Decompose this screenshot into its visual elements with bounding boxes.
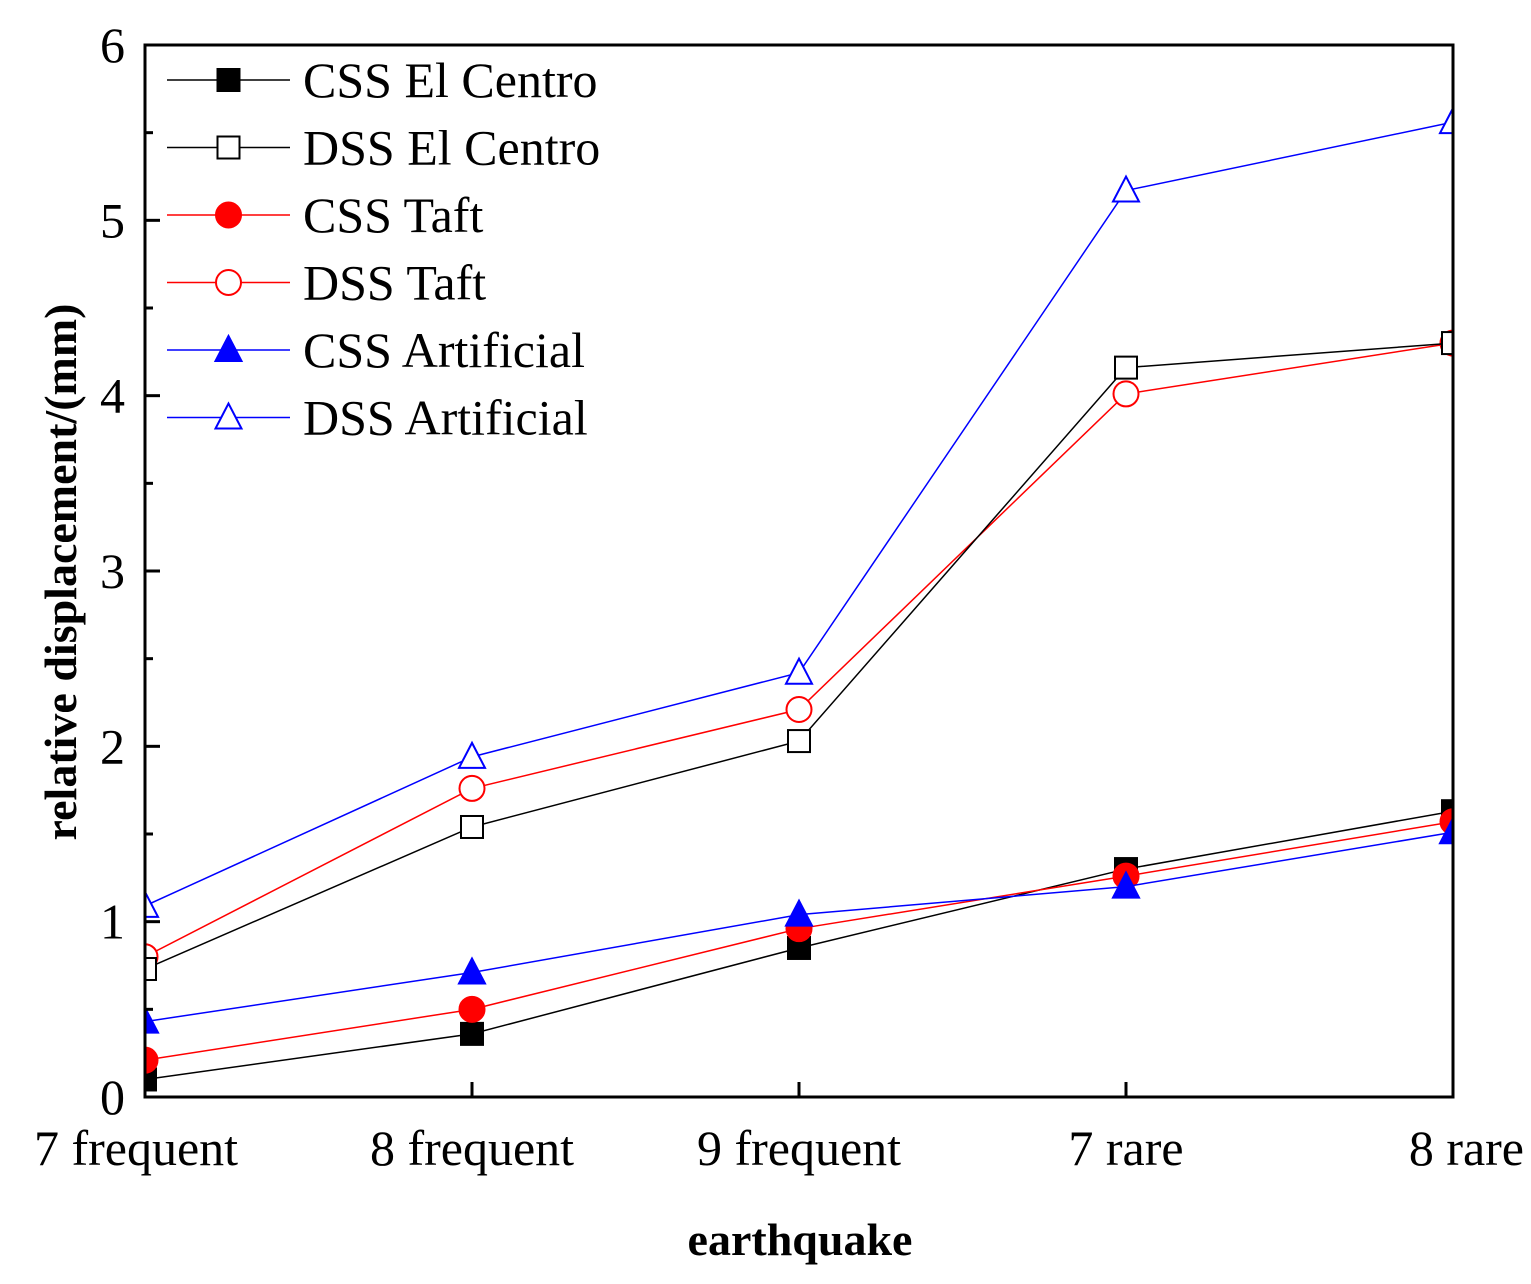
legend-label: DSS Taft xyxy=(303,255,486,311)
data-point-css-el-centro-2 xyxy=(460,1021,484,1046)
data-point-dss-el-centro-2 xyxy=(460,814,484,839)
x-tick-label: 7 rare xyxy=(1068,1120,1183,1176)
data-point-dss-artificial-3 xyxy=(784,656,814,685)
y-tick-label: 4 xyxy=(100,368,125,424)
data-point-dss-taft-3 xyxy=(785,696,813,724)
legend-marker xyxy=(216,68,241,92)
y-tick-label: 0 xyxy=(100,1069,125,1125)
data-point-dss-artificial-4 xyxy=(1111,174,1141,203)
legend-item-css-el-centro: CSS El Centro xyxy=(167,52,597,108)
plot-area xyxy=(145,105,1453,1092)
legend-marker xyxy=(213,333,244,362)
x-tick-label: 8 rare xyxy=(1409,1120,1524,1176)
legend: CSS El Centro DSS El Centro CSS Taft DSS Ta… xyxy=(167,52,600,446)
data-point-css-artificial-4 xyxy=(1111,870,1141,899)
data-point-css-artificial-5 xyxy=(1438,816,1453,845)
legend-label: CSS Taft xyxy=(303,187,483,243)
data-point-dss-taft-4 xyxy=(1112,380,1140,408)
data-point-css-artificial-3 xyxy=(784,898,814,927)
x-tick-label: 7 frequent xyxy=(34,1120,238,1176)
legend-marker xyxy=(215,201,242,229)
data-point-dss-el-centro-5 xyxy=(1441,331,1453,356)
legend-label: CSS Artificial xyxy=(303,322,585,378)
legend-label: DSS Artificial xyxy=(303,390,588,446)
data-point-css-taft-2 xyxy=(458,995,486,1023)
data-point-css-el-centro-1 xyxy=(145,1067,157,1092)
data-point-dss-el-centro-1 xyxy=(145,957,157,982)
data-point-css-artificial-1 xyxy=(145,1005,160,1034)
data-point-dss-artificial-5 xyxy=(1438,105,1453,135)
data-point-dss-el-centro-4 xyxy=(1114,355,1138,380)
legend-label: DSS El Centro xyxy=(303,120,600,176)
legend-marker xyxy=(216,135,241,160)
legend-item-dss-el-centro: DSS El Centro xyxy=(167,120,600,176)
x-tick-label: 9 frequent xyxy=(697,1120,901,1176)
legend-marker xyxy=(215,269,242,296)
legend-marker xyxy=(213,401,244,430)
x-tick-label: 8 frequent xyxy=(370,1120,574,1176)
y-tick-label: 5 xyxy=(100,192,125,248)
data-point-css-artificial-2 xyxy=(457,956,487,985)
y-axis-title: relative displacement/(mm) xyxy=(35,304,86,841)
data-point-dss-artificial-1 xyxy=(145,889,160,918)
data-point-dss-taft-2 xyxy=(458,774,486,802)
data-point-css-taft-1 xyxy=(145,1046,159,1074)
y-tick-label: 2 xyxy=(100,718,125,774)
axes: 0 1 2 3 4 5 6 7 frequent 8 frequent 9 frequent 7 r… xyxy=(34,17,1524,1176)
y-tick-label: 1 xyxy=(100,894,125,950)
data-point-dss-el-centro-3 xyxy=(787,729,811,754)
legend-item-css-artificial: CSS Artificial xyxy=(167,322,585,378)
legend-item-dss-artificial: DSS Artificial xyxy=(167,390,588,446)
legend-item-dss-taft: DSS Taft xyxy=(167,255,486,311)
legend-item-css-taft: CSS Taft xyxy=(167,187,483,243)
y-tick-label: 6 xyxy=(100,17,125,73)
legend-label: CSS El Centro xyxy=(303,52,597,108)
data-point-dss-artificial-2 xyxy=(457,740,487,769)
x-axis-title: earthquake xyxy=(688,1214,913,1265)
y-tick-label: 3 xyxy=(100,543,125,599)
